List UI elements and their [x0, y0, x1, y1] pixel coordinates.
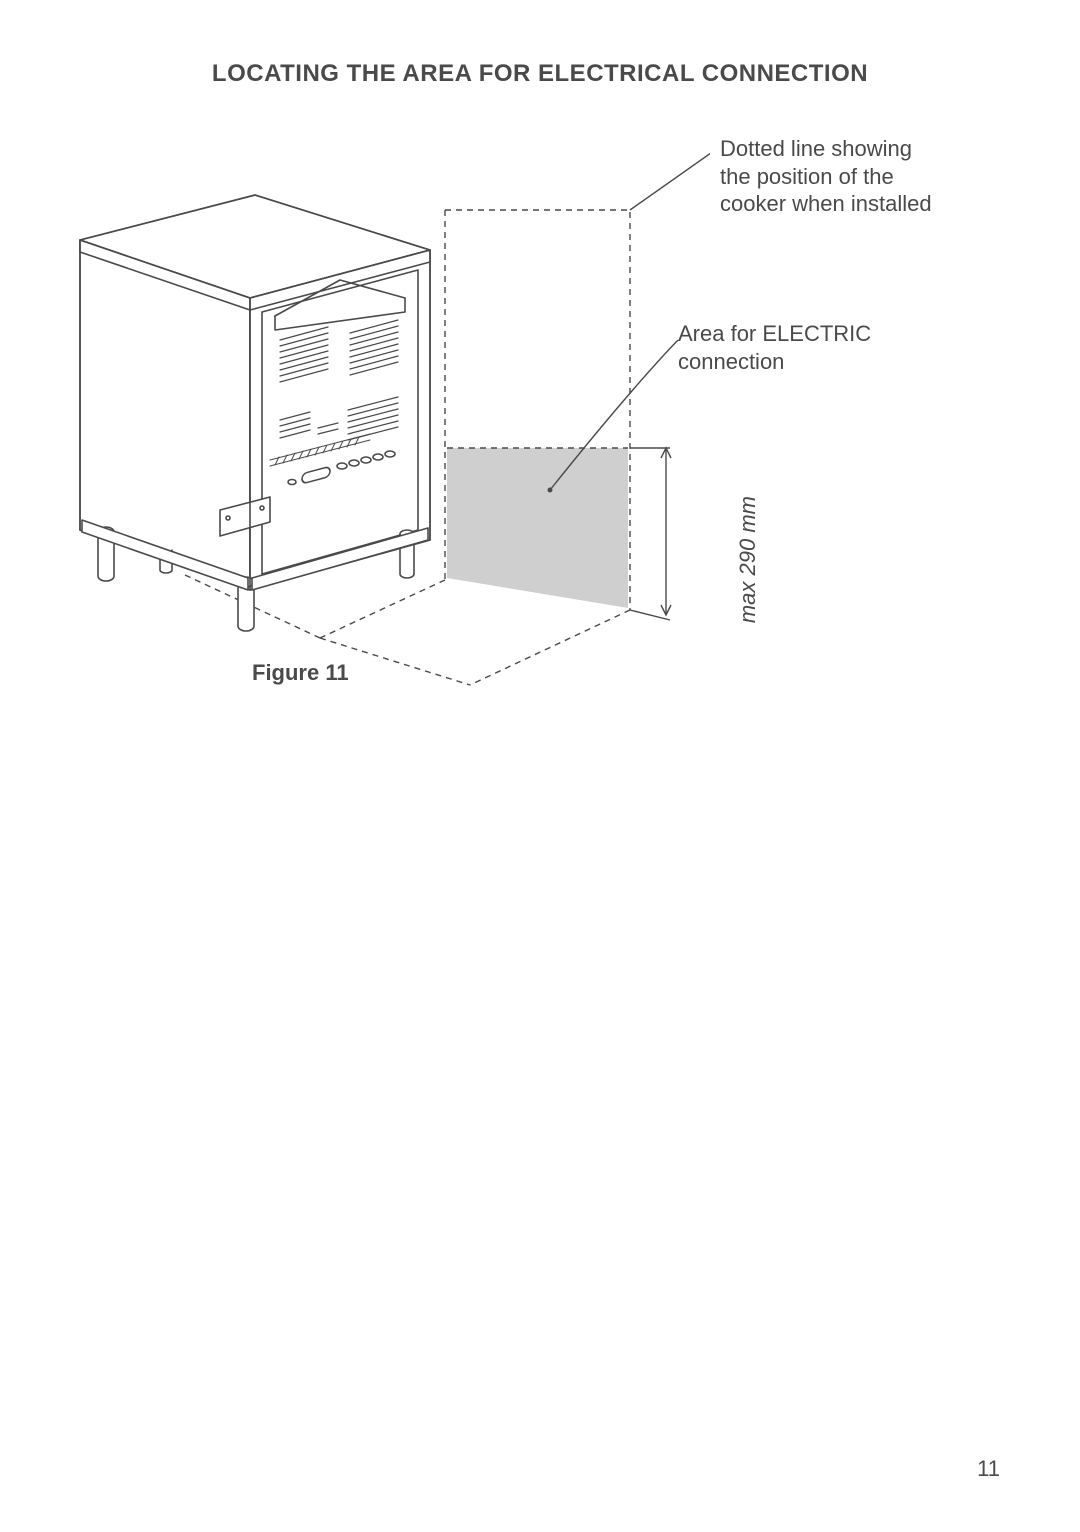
page-title: LOCATING THE AREA FOR ELECTRICAL CONNECT… — [0, 60, 1080, 88]
annotation-electric-area: Area for ELECTRIC connection — [678, 320, 938, 375]
figure-diagram — [70, 130, 710, 690]
document-page: LOCATING THE AREA FOR ELECTRICAL CONNECT… — [0, 0, 1080, 1532]
dimension-label: max 290 mm — [735, 496, 761, 623]
figure-caption: Figure 11 — [252, 660, 349, 686]
page-number: 11 — [977, 1456, 1000, 1482]
annotation-dotted-line: Dotted line showing the position of the … — [720, 135, 940, 218]
